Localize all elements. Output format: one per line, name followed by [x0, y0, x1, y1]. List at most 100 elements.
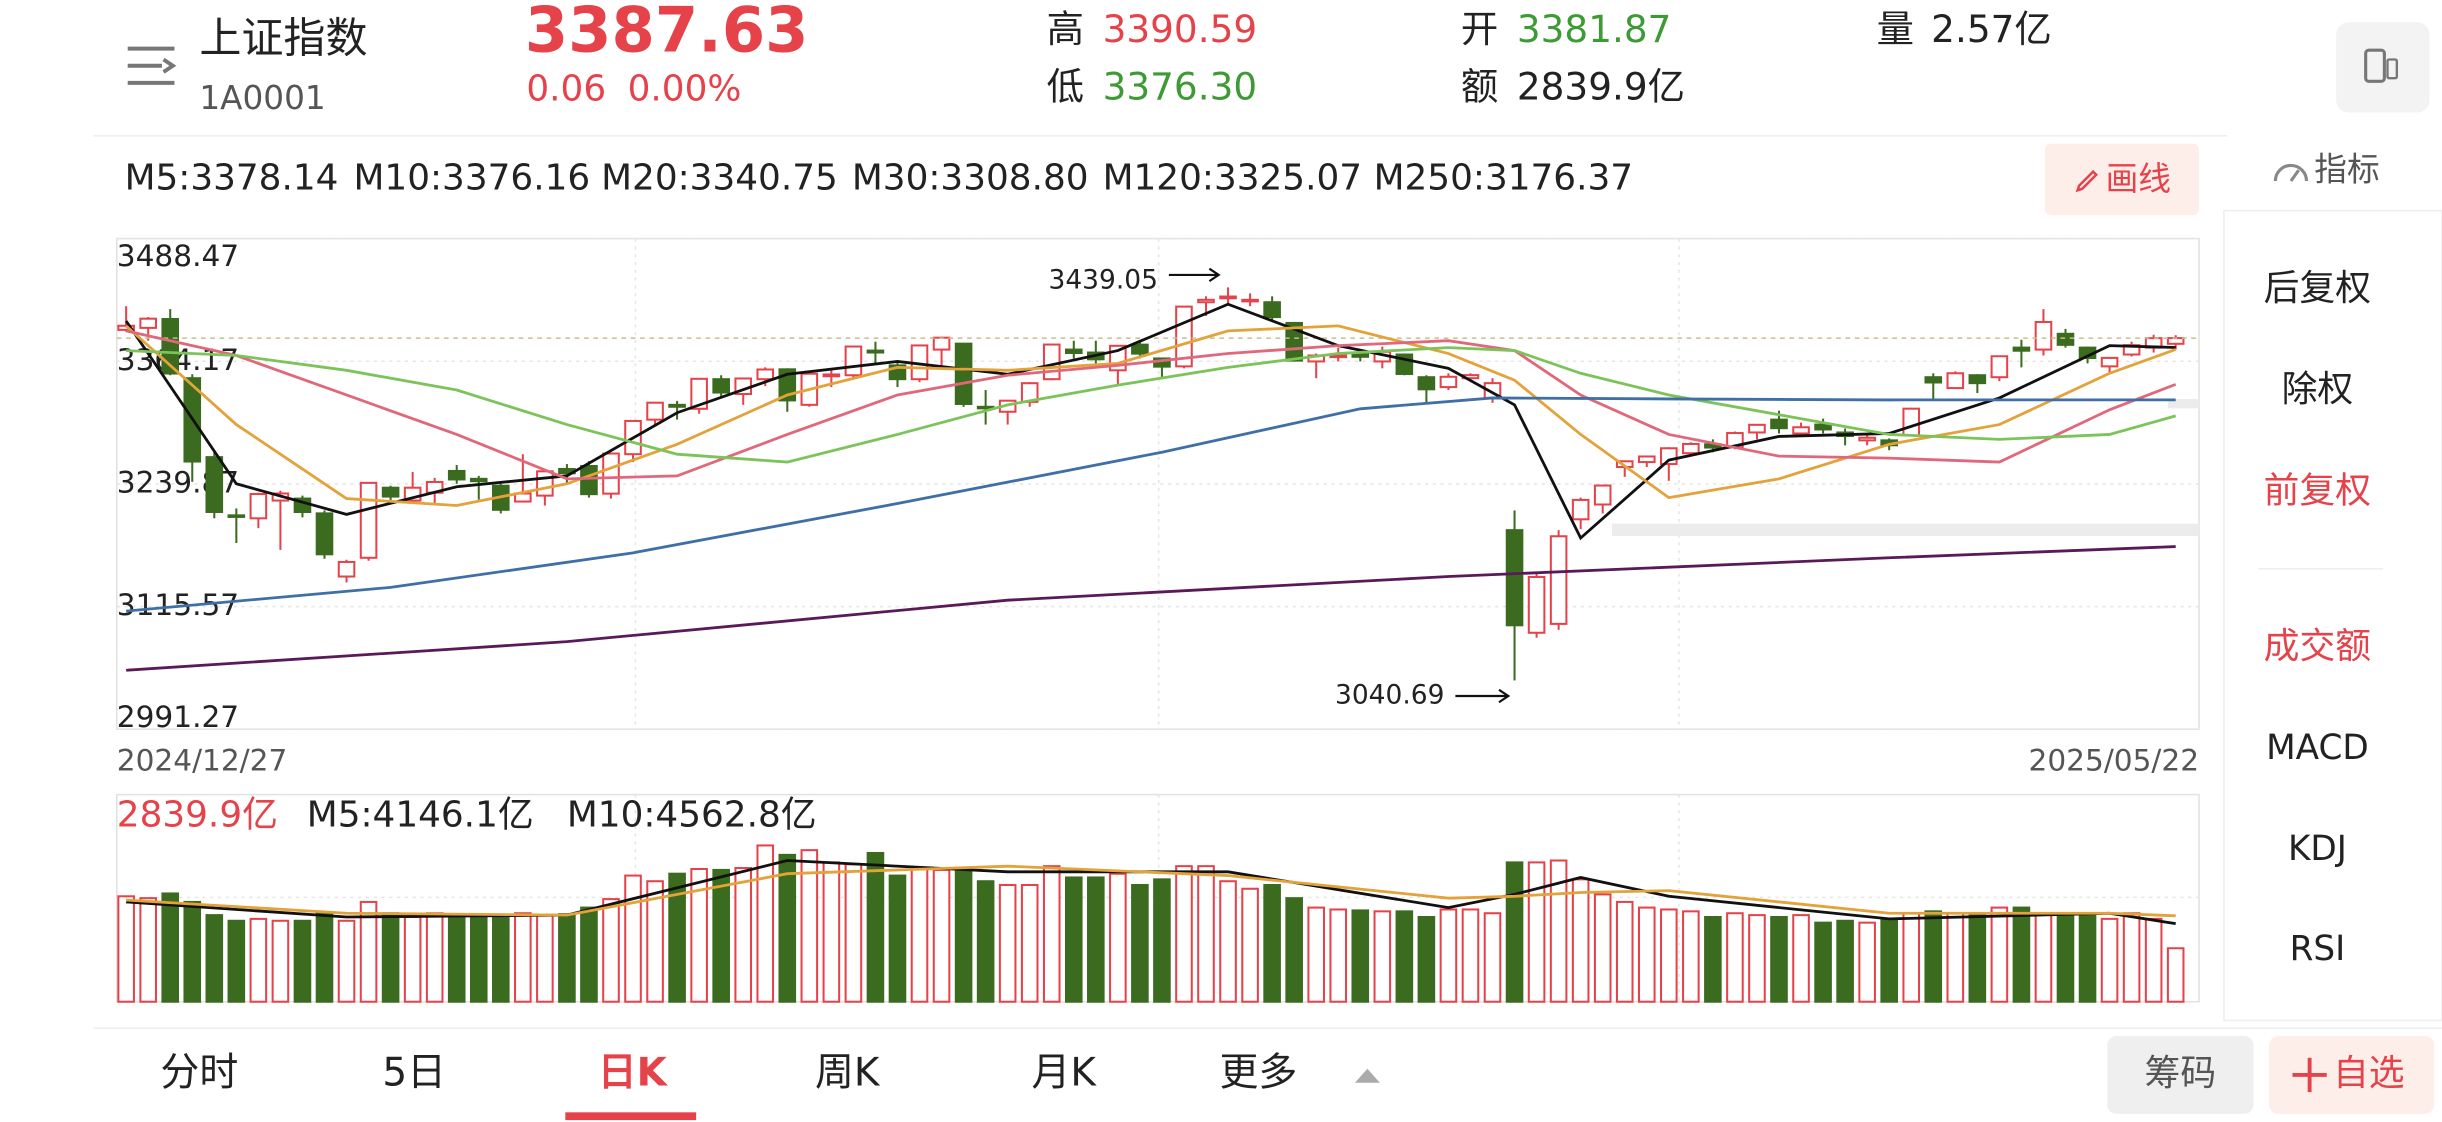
volume-bar	[1880, 917, 1898, 1003]
volume-bar	[1946, 912, 1965, 1003]
side-item[interactable]: KDJ	[2288, 829, 2347, 869]
y-tick-label: 3488.47	[117, 239, 239, 273]
volume-bar	[1571, 878, 1590, 1003]
watch-label[interactable]: 自选	[2333, 1053, 2405, 1094]
volume-bar	[161, 892, 180, 1003]
device-button[interactable]	[2336, 22, 2430, 113]
candle-body	[1571, 498, 1590, 521]
candle-body	[1902, 407, 1921, 437]
volume-bar	[1483, 912, 1502, 1003]
candle-body	[1527, 575, 1546, 634]
candle-body	[2056, 332, 2075, 346]
candle-body	[1770, 418, 1788, 430]
legend-entry: M10:3376.16	[354, 157, 591, 198]
side-item[interactable]: 成交额	[2264, 626, 2371, 667]
candle-body	[2100, 356, 2119, 368]
candle-body	[1990, 355, 2009, 379]
candle-body	[227, 514, 246, 518]
volume-bar	[910, 867, 929, 1003]
volume-bar	[1990, 906, 2009, 1003]
menu-icon[interactable]	[127, 46, 177, 85]
more-arrow	[1354, 1068, 1380, 1083]
volume-bar	[1351, 909, 1370, 1003]
volume-bar	[1527, 861, 1546, 1003]
volume-bar	[1439, 908, 1458, 1003]
start-date: 2024/12/27	[117, 743, 287, 777]
volume-bar	[315, 912, 334, 1003]
side-item[interactable]: RSI	[2290, 929, 2346, 969]
volume-bar	[1704, 915, 1722, 1003]
volume-bar	[558, 913, 576, 1003]
tab[interactable]: 更多	[1219, 1050, 1297, 1095]
volume-bar	[2122, 912, 2141, 1003]
volume-bar	[1924, 910, 1943, 1003]
volume-bar	[536, 914, 554, 1003]
volume-bar	[2144, 917, 2163, 1003]
chips-button[interactable]: 筹码	[2107, 1036, 2254, 1114]
ma-line	[125, 324, 2177, 507]
candle-body	[1748, 423, 1766, 434]
candle-body	[536, 470, 554, 497]
change-pct: 0.00%	[628, 69, 742, 110]
tab[interactable]: 分时	[160, 1050, 238, 1095]
side-item[interactable]: MACD	[2266, 728, 2369, 768]
volume-bar	[227, 919, 246, 1003]
volume-bar	[624, 874, 642, 1003]
volume-bar	[447, 915, 466, 1003]
volume-bar	[425, 912, 444, 1003]
volume-bar	[139, 897, 157, 1003]
candle-body	[1219, 295, 1237, 300]
tab[interactable]: 5日	[382, 1050, 446, 1095]
candle-body	[1351, 353, 1370, 358]
tab-active[interactable]: 日K	[598, 1050, 669, 1095]
volume-bar	[1307, 906, 1326, 1003]
volume-bar	[690, 867, 708, 1003]
price: 3387.63	[525, 0, 809, 67]
volume-bar	[844, 863, 863, 1003]
candle-body	[1042, 343, 1061, 381]
volume-bar	[2012, 906, 2031, 1003]
low-caption: 低	[1047, 65, 1084, 109]
change: 0.06	[526, 69, 606, 110]
volume-bar	[2034, 912, 2053, 1003]
volume-bar	[1615, 900, 1634, 1003]
volume-bar	[734, 867, 753, 1003]
side-item[interactable]: 后复权	[2264, 268, 2371, 309]
candle-body	[1064, 348, 1083, 355]
candle-body	[117, 324, 135, 331]
volume-bar	[293, 919, 312, 1003]
tab[interactable]: 周K	[815, 1050, 881, 1095]
volume-bar	[205, 914, 224, 1003]
tab[interactable]: 月K	[1031, 1050, 1097, 1095]
side-item[interactable]: 除权	[2282, 369, 2354, 410]
volume-bar	[602, 898, 620, 1003]
legend-entry: M10:4562.8亿	[567, 794, 817, 835]
legend-entry: M120:3325.07	[1103, 157, 1362, 198]
ma-line	[125, 329, 2177, 481]
volume-bar	[1241, 887, 1259, 1003]
legend-entry: M30:3308.80	[852, 157, 1089, 198]
high-value: 3390.59	[1103, 7, 1258, 51]
volume-bar	[1395, 910, 1414, 1003]
draw-label[interactable]: 画线	[2106, 160, 2171, 198]
indicator-button[interactable]: 指标	[2273, 151, 2380, 189]
volume-bar	[1109, 872, 1127, 1003]
candle-body	[161, 317, 180, 375]
watch-button[interactable]: 自选	[2269, 1036, 2435, 1114]
draw-button[interactable]: 画线	[2044, 143, 2200, 216]
indicator-label[interactable]: 指标	[2314, 151, 2379, 189]
volume-caption: 量	[1877, 7, 1914, 51]
volume-bar	[381, 912, 400, 1003]
candle-body	[1131, 343, 1149, 355]
open-value: 3381.87	[1517, 7, 1672, 51]
side-item[interactable]: 前复权	[2264, 470, 2371, 511]
volume-bar	[580, 906, 598, 1003]
volume-current: 2839.9亿	[117, 794, 278, 835]
candle-body	[1417, 376, 1436, 391]
volume-bar	[1263, 883, 1281, 1003]
candle-body	[469, 477, 488, 483]
volume-bar	[668, 872, 686, 1003]
volume-bar	[866, 851, 885, 1003]
chips-label[interactable]: 筹码	[2145, 1053, 2217, 1094]
